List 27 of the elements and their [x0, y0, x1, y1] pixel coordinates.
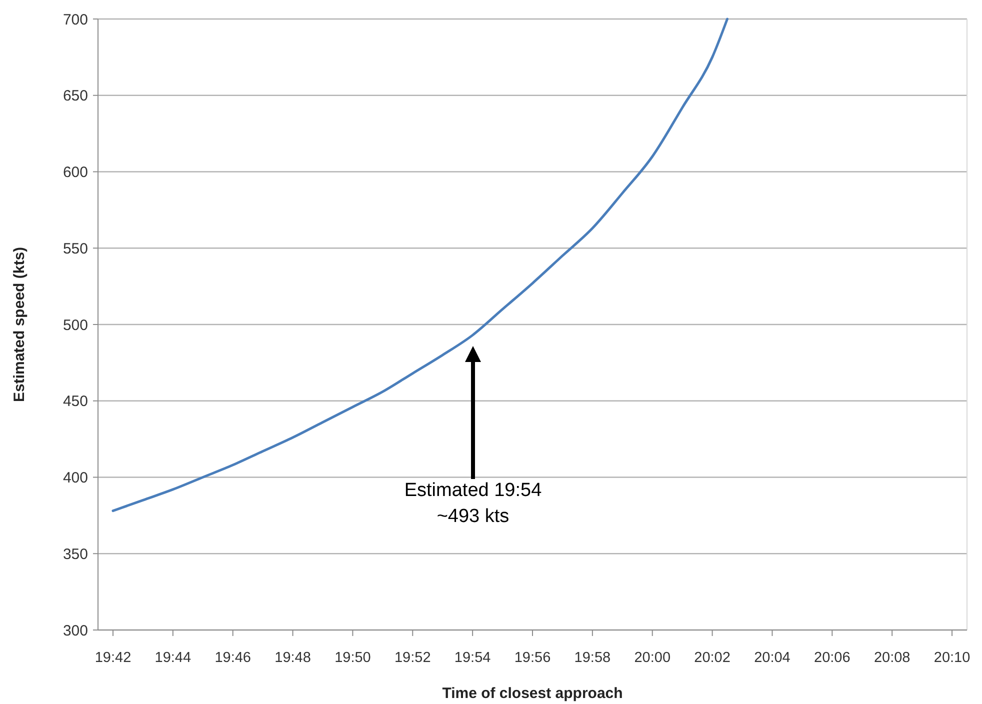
x-tick-label: 20:00	[634, 650, 671, 666]
y-tick-label: 550	[62, 240, 88, 258]
y-tick-label: 350	[62, 546, 88, 563]
x-tick-label: 19:56	[514, 650, 551, 666]
y-tick-label: 500	[62, 316, 88, 334]
annotation: Estimated 19:54 ~493 kts	[404, 480, 542, 527]
x-axis-title: Time of closest approach	[442, 685, 623, 702]
y-tick-label: 400	[62, 470, 88, 486]
x-tick-label: 20:06	[814, 650, 850, 666]
y-tick-label: 300	[62, 622, 88, 640]
x-tick-label: 19:58	[574, 650, 611, 666]
x-tick-label: 20:08	[874, 650, 910, 666]
x-tick-label: 19:44	[154, 650, 192, 666]
x-tick-label: 19:48	[274, 650, 311, 666]
x-tick-label: 20:10	[934, 650, 970, 666]
y-tick-label: 450	[62, 393, 88, 410]
x-tick-label: 19:42	[94, 650, 132, 666]
y-axis-title: Estimated speed (kts)	[11, 246, 28, 402]
x-tick-label: 20:04	[754, 650, 790, 666]
x-tick-label: 19:52	[394, 650, 431, 666]
x-tick-label: 19:54	[454, 650, 491, 666]
x-tick-label: 20:02	[694, 650, 730, 666]
y-tick-label: 700	[62, 11, 88, 28]
y-tick-label: 600	[62, 164, 88, 181]
x-tick-label: 19:46	[214, 650, 251, 666]
y-tick-label: 650	[62, 88, 88, 105]
x-tick-label: 19:50	[334, 650, 371, 666]
